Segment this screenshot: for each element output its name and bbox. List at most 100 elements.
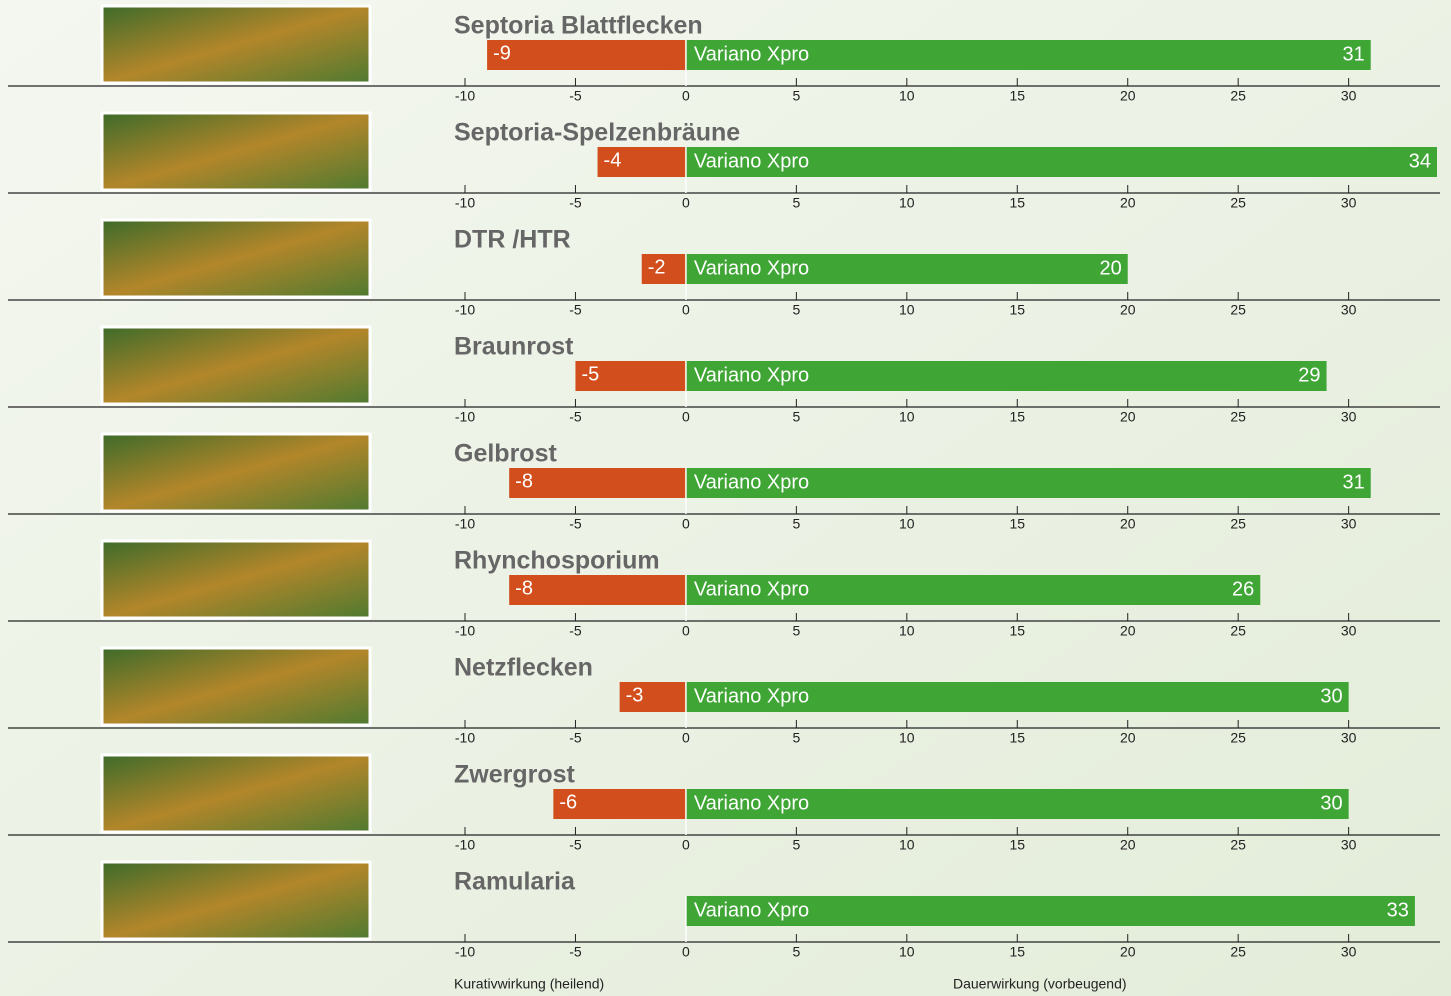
bar-value: 33 [1387,899,1409,921]
x-tick-label: 20 [1120,837,1136,853]
row-title: Gelbrost [454,440,557,468]
x-tick-label: 15 [1009,623,1025,639]
x-tick-label: -5 [569,837,582,853]
x-tick-label: -5 [569,623,582,639]
curative-bar [641,254,686,284]
x-tick-label: 5 [792,516,800,532]
disease-photo [100,539,372,620]
x-tick-label: 0 [682,944,690,960]
row-title: Septoria-Spelzenbräune [454,119,740,147]
x-tick-label: 20 [1120,623,1136,639]
x-tick-label: 25 [1230,88,1246,104]
x-tick-label: 15 [1009,516,1025,532]
x-tick-label: 25 [1230,195,1246,211]
row-title: Rhynchosporium [454,547,660,575]
x-tick-label: -5 [569,944,582,960]
bar-name: Variano Xpro [694,364,809,386]
curative-bar [597,147,686,177]
disease-photo [100,860,372,941]
row-title: Zwergrost [454,761,576,789]
x-tick-label: 30 [1341,302,1357,318]
disease-photo [100,432,372,513]
x-tick-label: 20 [1120,302,1136,318]
x-tick-label: 10 [899,623,915,639]
x-tick-label: -5 [569,195,582,211]
preventive-bar [685,468,1371,498]
x-tick-label: 20 [1120,944,1136,960]
curative-bar [487,40,686,70]
x-tick-label: -10 [455,944,475,960]
x-tick-label: 25 [1230,516,1246,532]
preventive-bar [685,896,1415,926]
x-tick-label: 10 [899,195,915,211]
bar-name: Variano Xpro [694,578,809,600]
x-tick-label: 25 [1230,730,1246,746]
x-tick-label: 0 [682,302,690,318]
x-tick-label: 30 [1341,195,1357,211]
x-tick-label: 30 [1341,623,1357,639]
x-tick-label: 25 [1230,944,1246,960]
preventive-bar [685,575,1261,605]
x-tick-label: 20 [1120,195,1136,211]
preventive-bar [685,254,1128,284]
preventive-bar [685,682,1349,712]
x-tick-label: -5 [569,730,582,746]
x-tick-label: 0 [682,623,690,639]
curative-bar [509,575,686,605]
x-tick-label: -5 [569,302,582,318]
bar-value: 29 [1298,364,1320,386]
x-tick-label: 5 [792,195,800,211]
x-tick-label: 25 [1230,837,1246,853]
x-tick-label: 30 [1341,730,1357,746]
x-tick-label: 10 [899,409,915,425]
preventive-bar [685,361,1327,391]
axis-caption: Dauerwirkung (vorbeugend) [953,976,1127,992]
bar-value: -2 [648,256,666,278]
x-tick-label: 30 [1341,516,1357,532]
bar-value: -4 [604,149,622,171]
x-tick-label: 15 [1009,195,1025,211]
x-tick-label: 20 [1120,730,1136,746]
bar-value: 26 [1232,578,1254,600]
x-tick-label: 15 [1009,302,1025,318]
curative-bar [619,682,686,712]
curative-bar [553,789,686,819]
x-tick-label: -10 [455,516,475,532]
x-tick-label: 5 [792,409,800,425]
bar-value: 34 [1409,150,1431,172]
x-tick-label: 15 [1009,730,1025,746]
disease-photo [100,218,372,299]
bar-name: Variano Xpro [694,685,809,707]
curative-bar [575,361,686,391]
x-tick-label: 0 [682,195,690,211]
bar-value: -5 [581,363,599,385]
x-tick-label: 5 [792,944,800,960]
bar-name: Variano Xpro [694,899,809,921]
x-tick-label: 25 [1230,409,1246,425]
row-title: DTR /HTR [454,226,571,254]
bar-name: Variano Xpro [694,257,809,279]
row-title: Netzflecken [454,654,593,682]
x-tick-label: 0 [682,837,690,853]
x-tick-label: -5 [569,409,582,425]
x-tick-label: 10 [899,837,915,853]
x-tick-label: 15 [1009,88,1025,104]
x-tick-label: 15 [1009,409,1025,425]
bar-name: Variano Xpro [694,150,809,172]
x-tick-label: 10 [899,730,915,746]
x-tick-label: 20 [1120,516,1136,532]
bar-value: -8 [515,577,533,599]
bar-value: 20 [1099,257,1121,279]
bar-value: 30 [1320,685,1342,707]
bar-value: -8 [515,470,533,492]
x-tick-label: 10 [899,88,915,104]
x-tick-label: 30 [1341,409,1357,425]
x-tick-label: -10 [455,623,475,639]
bar-value: 31 [1342,471,1364,493]
bar-name: Variano Xpro [694,43,809,65]
disease-photo [100,646,372,727]
x-tick-label: 5 [792,730,800,746]
x-tick-label: -10 [455,195,475,211]
x-tick-label: 15 [1009,944,1025,960]
